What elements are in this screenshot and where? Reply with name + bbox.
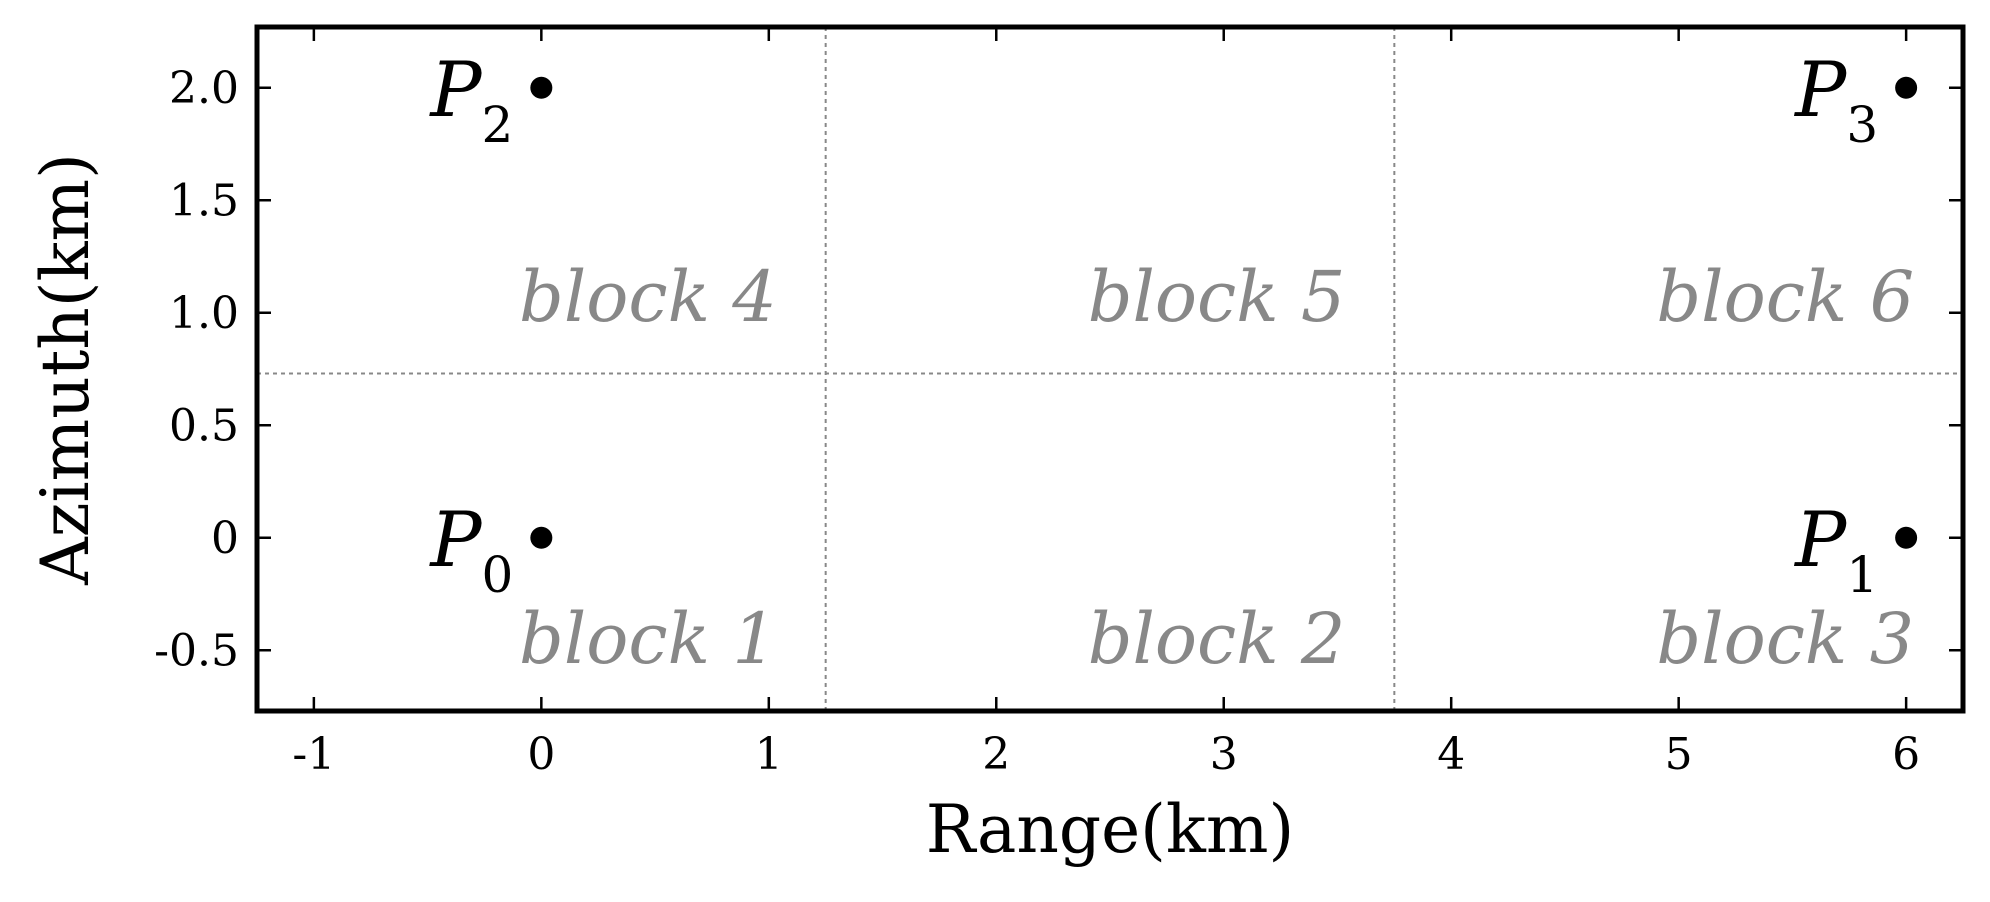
data-point (1895, 526, 1918, 549)
y-tick-label: 0 (211, 513, 239, 564)
point-label: P1 (1793, 495, 1878, 604)
block-label: block 2 (1088, 598, 1346, 680)
block-label: block 4 (519, 256, 777, 338)
x-tick-label: 4 (1437, 729, 1465, 780)
x-tick-label: 1 (755, 729, 783, 780)
point-label: P0 (428, 495, 513, 604)
block-label: block 3 (1656, 598, 1914, 680)
x-tick-label: 0 (527, 729, 555, 780)
y-tick-label: 2.0 (169, 63, 239, 114)
block-label: block 1 (519, 598, 777, 680)
x-axis-ticks: -1 0 1 2 3 4 5 6 (292, 27, 1920, 780)
block-dividers (257, 27, 1963, 711)
data-point (530, 526, 553, 549)
y-tick-label: 1.0 (169, 288, 239, 339)
x-tick-label: 3 (1210, 729, 1238, 780)
block-labels: block 1 block 2 block 3 block 4 block 5 block… (519, 256, 1914, 680)
x-axis-title: Range(km) (926, 791, 1294, 868)
point-label: P3 (1793, 45, 1878, 154)
y-tick-label: 1.5 (169, 175, 239, 226)
data-point (1895, 76, 1918, 99)
x-tick-label: 5 (1665, 729, 1693, 780)
y-axis-title: Azimuth(km) (27, 153, 104, 586)
point-label: P2 (428, 45, 513, 154)
plot-area: block 1 block 2 block 3 block 4 block 5 block… (154, 24, 1966, 780)
y-tick-label: 0.5 (169, 400, 239, 451)
x-tick-label: 6 (1892, 729, 1920, 780)
x-tick-label: 2 (982, 729, 1010, 780)
y-axis-ticks: -0.5 0 0.5 1.0 1.5 2.0 (154, 63, 1963, 676)
axes-frame (254, 24, 1966, 714)
block-label: block 6 (1656, 256, 1914, 338)
data-point (530, 76, 553, 99)
y-tick-label: -0.5 (154, 625, 239, 676)
data-points: P0 P1 P2 P3 (428, 45, 1918, 604)
block-label: block 5 (1088, 256, 1346, 338)
x-tick-label: -1 (292, 729, 335, 780)
